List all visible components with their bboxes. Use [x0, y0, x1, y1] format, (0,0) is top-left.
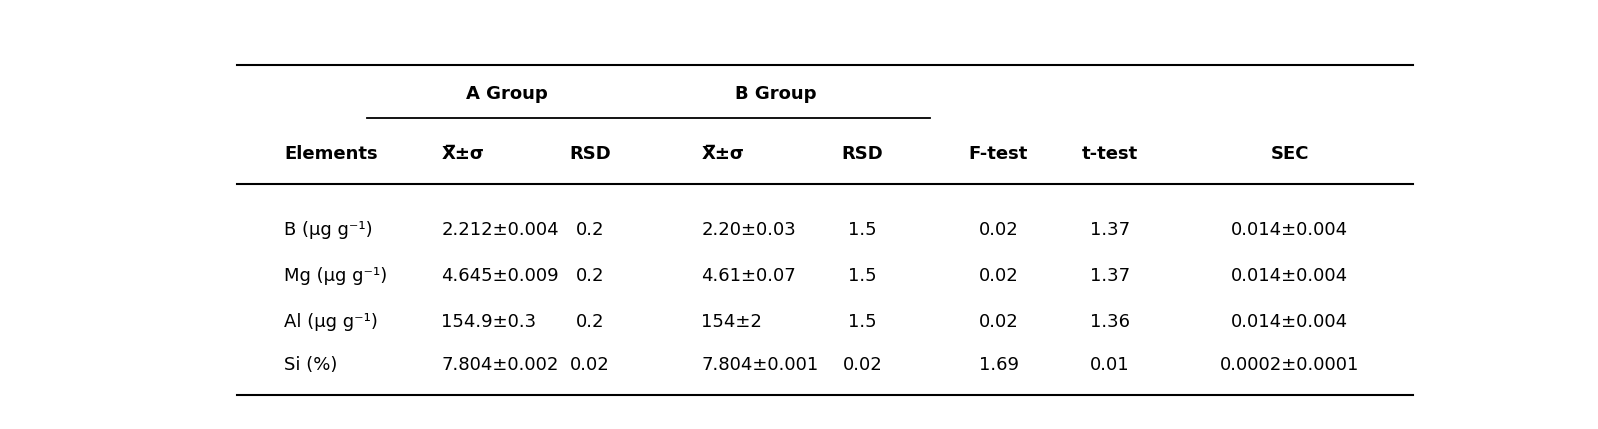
Text: 4.645±0.009: 4.645±0.009	[441, 267, 559, 285]
Text: X̅±σ: X̅±σ	[441, 145, 484, 163]
Text: 0.014±0.004: 0.014±0.004	[1230, 267, 1349, 285]
Text: 0.2: 0.2	[575, 267, 604, 285]
Text: t-test: t-test	[1082, 145, 1138, 163]
Text: 0.02: 0.02	[978, 313, 1018, 331]
Text: Al (μg g⁻¹): Al (μg g⁻¹)	[284, 313, 377, 331]
Text: SEC: SEC	[1270, 145, 1309, 163]
Text: 1.37: 1.37	[1090, 221, 1130, 239]
Text: B (μg g⁻¹): B (μg g⁻¹)	[284, 221, 372, 239]
Text: A Group: A Group	[467, 85, 548, 103]
Text: 7.804±0.001: 7.804±0.001	[702, 356, 818, 374]
Text: 1.36: 1.36	[1090, 313, 1130, 331]
Text: RSD: RSD	[569, 145, 610, 163]
Text: F-test: F-test	[968, 145, 1028, 163]
Text: 0.2: 0.2	[575, 313, 604, 331]
Text: 0.0002±0.0001: 0.0002±0.0001	[1219, 356, 1360, 374]
Text: 0.02: 0.02	[842, 356, 882, 374]
Text: Si (%): Si (%)	[284, 356, 337, 374]
Text: 4.61±0.07: 4.61±0.07	[702, 267, 796, 285]
Text: 1.5: 1.5	[849, 313, 877, 331]
Text: X̅±σ: X̅±σ	[702, 145, 745, 163]
Text: Mg (μg g⁻¹): Mg (μg g⁻¹)	[284, 267, 387, 285]
Text: RSD: RSD	[842, 145, 884, 163]
Text: 0.014±0.004: 0.014±0.004	[1230, 221, 1349, 239]
Text: Elements: Elements	[284, 145, 377, 163]
Text: 154.9±0.3: 154.9±0.3	[441, 313, 537, 331]
Text: 2.212±0.004: 2.212±0.004	[441, 221, 559, 239]
Text: 0.02: 0.02	[978, 221, 1018, 239]
Text: B Group: B Group	[735, 85, 817, 103]
Text: 1.5: 1.5	[849, 221, 877, 239]
Text: 1.5: 1.5	[849, 267, 877, 285]
Text: 2.20±0.03: 2.20±0.03	[702, 221, 796, 239]
Text: 0.01: 0.01	[1090, 356, 1130, 374]
Text: 0.02: 0.02	[570, 356, 610, 374]
Text: 0.02: 0.02	[978, 267, 1018, 285]
Text: 1.37: 1.37	[1090, 267, 1130, 285]
Text: 154±2: 154±2	[702, 313, 762, 331]
Text: 7.804±0.002: 7.804±0.002	[441, 356, 559, 374]
Text: 0.2: 0.2	[575, 221, 604, 239]
Text: 0.014±0.004: 0.014±0.004	[1230, 313, 1349, 331]
Text: 1.69: 1.69	[978, 356, 1018, 374]
